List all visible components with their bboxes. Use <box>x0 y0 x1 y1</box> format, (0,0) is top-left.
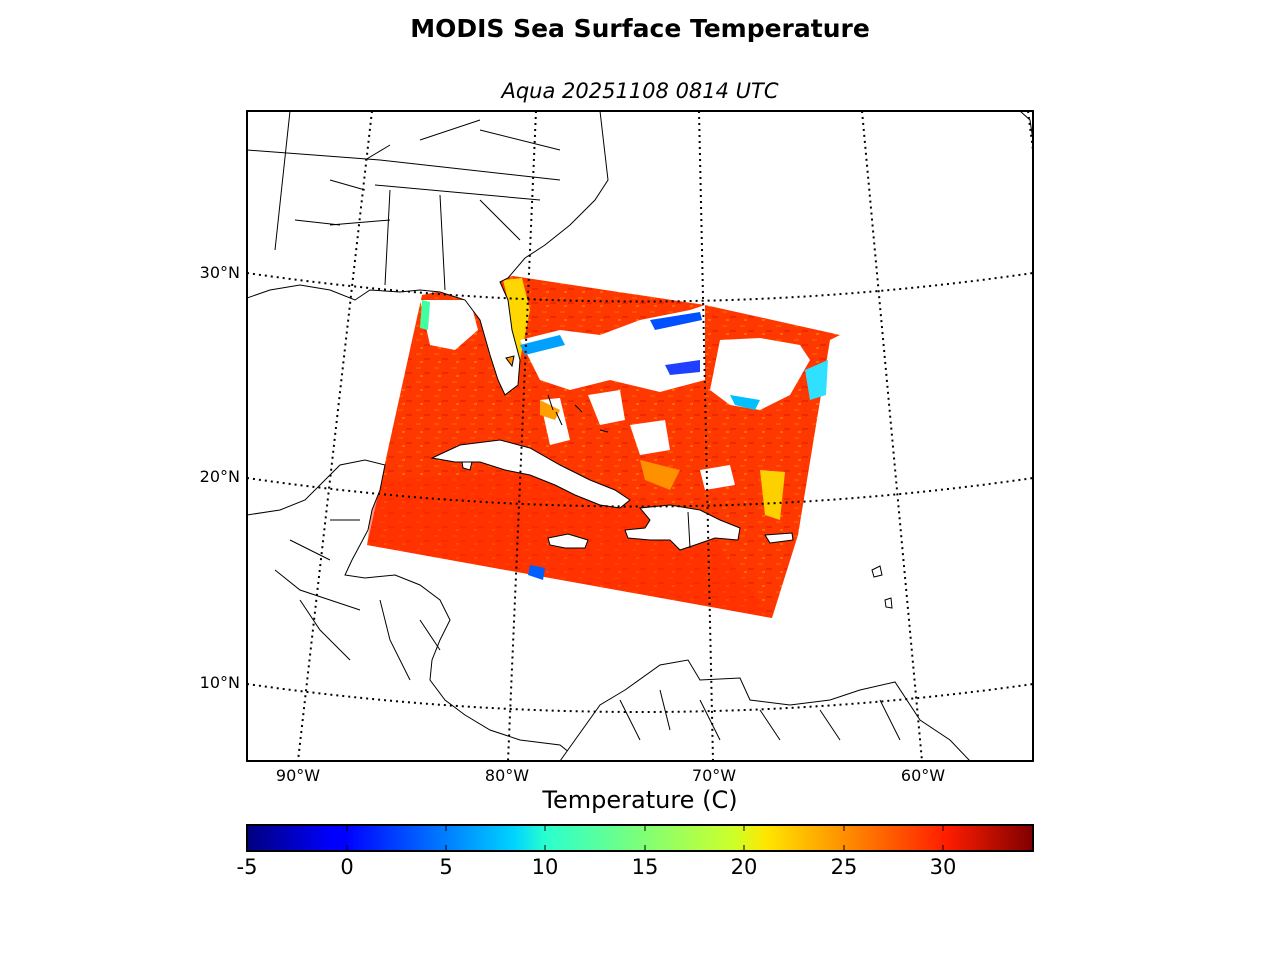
colorbar-tick-label: 0 <box>340 855 354 879</box>
colorbar-title: Temperature (C) <box>542 786 738 814</box>
land-usa <box>247 111 1033 396</box>
colorbar-tick-label: 25 <box>830 855 858 879</box>
lake-okeechobee <box>505 355 515 368</box>
graticule <box>247 111 1033 761</box>
colorbar-tick-label: -5 <box>236 855 258 879</box>
land-bahamas <box>547 394 609 433</box>
cloud-mask <box>420 300 810 490</box>
meridian-70w <box>698 111 714 761</box>
lon-label-90w: 90°W <box>275 766 321 785</box>
cold-pixels <box>420 300 828 580</box>
map-frame <box>246 110 1034 762</box>
land-jamaica <box>547 533 589 549</box>
lat-label-10n: 10°N <box>199 673 240 692</box>
meridian-80w <box>507 111 537 761</box>
lon-label-70w: 70°W <box>691 766 737 785</box>
meridian-60w <box>861 111 923 761</box>
land-puerto-rico <box>764 532 794 544</box>
land-central-america <box>247 459 581 761</box>
land-lesser-antilles <box>871 565 893 609</box>
land-cuba <box>430 439 631 509</box>
lat-label-30n: 30°N <box>199 263 240 282</box>
map-title: MODIS Sea Surface Temperature <box>410 14 870 43</box>
colorbar-tick-label: 30 <box>929 855 957 879</box>
land-hispaniola <box>624 504 741 551</box>
colorbar-tick-label: 15 <box>631 855 659 879</box>
colorbar <box>246 824 1034 852</box>
colorbar-tick-label: 5 <box>439 855 453 879</box>
meridian-50w <box>1027 111 1033 151</box>
land-south-america <box>559 659 971 761</box>
sst-swath <box>367 276 840 618</box>
lat-label-20n: 20°N <box>199 467 240 486</box>
meridian-90w <box>297 111 373 761</box>
colorbar-tick-label: 10 <box>531 855 559 879</box>
lon-label-80w: 80°W <box>484 766 530 785</box>
lon-label-60w: 60°W <box>900 766 946 785</box>
map-subtitle: Aqua 20251108 0814 UTC <box>501 79 779 103</box>
colorbar-tick-label: 20 <box>730 855 758 879</box>
colorbar-ticks <box>346 825 944 851</box>
